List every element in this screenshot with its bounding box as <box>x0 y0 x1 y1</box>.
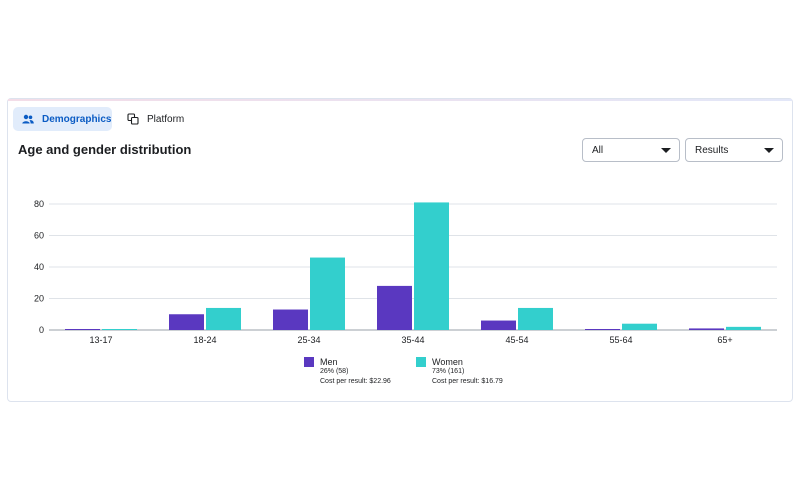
legend-swatch-men <box>304 357 314 367</box>
legend-label-men: Men <box>320 357 338 367</box>
y-tick-label: 80 <box>34 199 44 209</box>
y-tick-label: 60 <box>34 231 44 241</box>
bar-men-45-54 <box>481 320 516 330</box>
legend-cost-women: Cost per result: $16.79 <box>432 378 503 385</box>
bar-men-25-34 <box>273 309 308 330</box>
bar-men-65+ <box>689 328 724 330</box>
section-title: Age and gender distribution <box>18 142 192 157</box>
y-tick-label: 40 <box>34 262 44 272</box>
legend-share-men: 26% (58) <box>320 368 349 375</box>
legend-label-women: Women <box>432 357 463 367</box>
age-gender-bar-chart: 0 20 40 60 80 13-17 18-24 25-34 35-44 45-54 55-64 6… <box>34 199 777 345</box>
bar-women-45-54 <box>518 307 553 330</box>
legend-share-women: 73% (161) <box>432 368 465 375</box>
legend-cost-men: Cost per result: $22.96 <box>320 378 391 385</box>
tab-demographics-label: Demographics <box>42 113 112 125</box>
bar-men-35-44 <box>377 285 412 330</box>
metric-filter-dropdown[interactable]: Results <box>685 138 783 162</box>
bar-women-25-34 <box>310 257 345 330</box>
demographics-panel: Demographics Platform Age and gender dis… <box>7 98 793 402</box>
bar-women-65+ <box>726 326 761 330</box>
people-icon <box>22 114 34 124</box>
tab-demographics[interactable]: Demographics <box>13 107 112 131</box>
legend-swatch-women <box>416 357 426 367</box>
x-tick-label: 45-54 <box>505 335 528 345</box>
x-tick-label: 35-44 <box>401 335 424 345</box>
bar-men-18-24 <box>169 314 204 330</box>
bar-women-35-44 <box>414 202 449 330</box>
chevron-down-icon <box>661 148 671 153</box>
bar-women-13-17 <box>102 329 137 330</box>
x-tick-label: 25-34 <box>297 335 320 345</box>
legend-item-women: Women 73% (161) Cost per result: $16.79 <box>416 357 503 387</box>
overlapping-squares-icon <box>127 113 139 125</box>
y-tick-label: 20 <box>34 294 44 304</box>
y-tick-label: 0 <box>39 325 44 335</box>
bar-women-55-64 <box>622 323 657 330</box>
bar-women-18-24 <box>206 307 241 330</box>
audience-filter-dropdown[interactable]: All <box>582 138 680 162</box>
tab-platform-label: Platform <box>147 113 185 125</box>
audience-filter-value: All <box>592 144 604 156</box>
panel-accent-line <box>8 99 792 101</box>
x-tick-label: 13-17 <box>89 335 112 345</box>
x-tick-label: 18-24 <box>193 335 216 345</box>
bar-men-55-64 <box>585 329 620 330</box>
x-tick-label: 55-64 <box>609 335 632 345</box>
bar-men-13-17 <box>65 329 100 330</box>
tab-platform[interactable]: Platform <box>120 107 192 131</box>
legend-item-men: Men 26% (58) Cost per result: $22.96 <box>304 357 391 387</box>
x-tick-label: 65+ <box>717 335 732 345</box>
chevron-down-icon <box>764 148 774 153</box>
metric-filter-value: Results <box>695 144 729 156</box>
